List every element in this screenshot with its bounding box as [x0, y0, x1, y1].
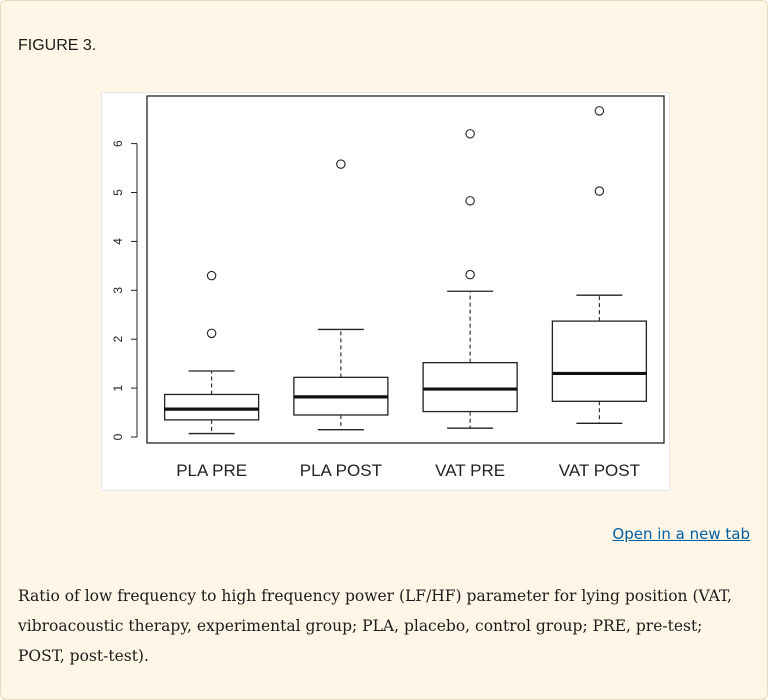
chart-container: 0 1 2 3 4 5 6 PLA PRE PLA POST VAT PRE VAT POST — [101, 92, 670, 491]
outlier-point — [336, 159, 346, 169]
box-iqr — [551, 320, 648, 402]
open-in-new-tab-link[interactable]: Open in a new tab — [612, 525, 750, 543]
outlier-point — [465, 196, 475, 206]
figure-label: FIGURE 3. — [18, 37, 97, 54]
y-tick-label: 2 — [111, 336, 125, 343]
box-iqr — [163, 393, 260, 421]
outlier-point — [206, 270, 217, 281]
y-tick-label: 3 — [111, 287, 125, 294]
y-tick-label: 4 — [111, 238, 125, 245]
x-category-label: VAT PRE — [435, 461, 505, 480]
outlier-point — [206, 328, 217, 339]
x-category-label: PLA PRE — [176, 461, 247, 480]
figure-caption: Ratio of low frequency to high frequency… — [18, 587, 732, 665]
outlier-point — [465, 269, 475, 280]
y-tick-label: 1 — [111, 384, 125, 391]
y-tick-label: 6 — [111, 140, 125, 147]
boxplot-chart: 0 1 2 3 4 5 6 PLA PRE PLA POST VAT PRE VAT POST — [111, 95, 665, 480]
x-category-label: VAT POST — [559, 461, 640, 480]
y-tick-label: 5 — [111, 189, 125, 196]
x-category-label: PLA POST — [300, 461, 382, 480]
y-tick-label: 0 — [111, 433, 125, 440]
plot-frame — [146, 95, 665, 444]
outlier-point — [594, 186, 605, 196]
outlier-point — [594, 106, 605, 116]
outlier-point — [465, 129, 475, 139]
box-iqr — [422, 362, 518, 413]
